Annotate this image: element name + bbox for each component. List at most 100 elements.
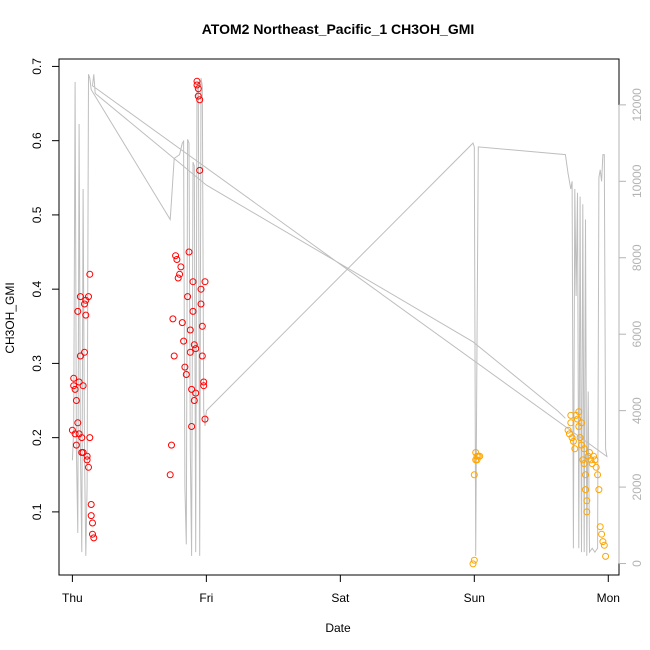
data-point-series-2 (578, 419, 585, 427)
points-group (68, 77, 610, 568)
data-point-series-1 (196, 166, 204, 174)
data-point-series-1 (86, 270, 94, 278)
data-point-series-1 (75, 378, 83, 386)
data-point-series-1 (170, 352, 178, 360)
y-right-tick-label: 0 (630, 560, 644, 567)
data-point-series-2 (575, 408, 583, 416)
data-point-series-1 (177, 263, 185, 271)
x-tick-label: Mon (597, 591, 620, 605)
data-point-series-2 (594, 471, 602, 479)
data-point-series-1 (193, 77, 201, 85)
data-point-series-1 (172, 252, 180, 260)
data-point-series-2 (583, 508, 591, 516)
data-point-series-1 (70, 374, 78, 382)
y-tick-label: 0.6 (30, 132, 44, 149)
data-point-series-1 (90, 534, 98, 542)
data-point-series-2 (590, 452, 597, 460)
data-point-series-1 (198, 352, 206, 360)
data-point-series-1 (72, 397, 80, 404)
y-tick-label: 0.3 (30, 355, 44, 372)
data-point-series-1 (201, 278, 209, 286)
data-point-series-1 (189, 278, 197, 286)
y-axis-left: 0.1 0.2 0.3 0.4 0.5 0.6 0.7 (30, 58, 59, 520)
data-point-series-1 (196, 96, 204, 104)
data-point-series-2 (583, 497, 591, 505)
data-point-series-2 (564, 426, 572, 434)
data-point-series-1 (173, 256, 181, 263)
data-point-series-2 (596, 523, 604, 531)
data-point-series-1 (192, 345, 200, 353)
data-point-series-1 (74, 307, 82, 315)
y-right-tick-label: 2000 (630, 473, 644, 500)
data-point-series-1 (87, 512, 95, 520)
data-point-series-2 (599, 538, 607, 546)
data-point-series-2 (600, 541, 608, 549)
data-point-series-1 (79, 449, 87, 456)
data-point-series-1 (71, 385, 79, 393)
data-point-series-2 (568, 434, 576, 442)
data-point-series-1 (181, 363, 189, 371)
y-tick-label: 0.2 (30, 429, 44, 446)
data-point-series-1 (83, 456, 91, 464)
y-axis-label: CH3OH_GMI (3, 282, 17, 353)
y-tick-label: 0.7 (30, 58, 44, 75)
data-point-series-2 (592, 463, 600, 471)
y-right-tick-label: 8000 (630, 244, 644, 271)
x-axis: Thu Fri Sat Sun Mon (62, 574, 620, 605)
data-point-series-1 (188, 423, 196, 430)
data-point-series-1 (176, 270, 184, 278)
data-point-series-2 (591, 456, 599, 464)
data-point-series-2 (567, 419, 575, 427)
data-point-series-2 (602, 552, 610, 560)
x-axis-label: Date (325, 621, 351, 635)
y-right-tick-label: 12000 (630, 88, 644, 122)
data-point-series-2 (580, 445, 588, 453)
data-point-series-2 (476, 452, 484, 460)
data-point-series-1 (85, 293, 92, 301)
data-point-series-1 (185, 248, 193, 256)
data-point-series-1 (79, 382, 87, 390)
data-point-series-1 (78, 434, 86, 442)
altitude-line-group (71, 74, 608, 556)
data-point-series-1 (190, 397, 198, 404)
data-point-series-1 (174, 274, 182, 282)
data-point-series-1 (192, 389, 200, 397)
data-point-series-2 (595, 486, 603, 494)
data-point-series-1 (86, 434, 94, 442)
data-point-series-1 (168, 441, 175, 449)
data-point-series-1 (180, 337, 188, 345)
data-point-series-2 (579, 456, 587, 464)
y-tick-label: 0.1 (30, 503, 44, 520)
data-point-series-1 (82, 311, 90, 319)
data-point-series-2 (586, 449, 593, 456)
data-point-series-2 (580, 460, 588, 468)
data-point-series-1 (76, 352, 84, 360)
y-right-tick-label: 6000 (630, 321, 644, 348)
y-axis-right: 0 2000 4000 6000 8000 10000 12000 (618, 88, 644, 567)
data-point-series-1 (190, 341, 198, 349)
data-point-series-1 (70, 382, 78, 390)
data-point-series-1 (89, 530, 96, 538)
data-point-series-1 (81, 348, 88, 356)
data-point-series-1 (193, 81, 201, 89)
data-point-series-1 (72, 441, 80, 449)
data-point-series-2 (470, 471, 478, 479)
data-point-series-1 (166, 471, 174, 479)
chart-title: ATOM2 Northeast_Pacific_1 CH3OH_GMI (202, 21, 475, 37)
data-point-series-1 (71, 430, 79, 438)
altitude-line (71, 74, 608, 556)
x-tick-label: Fri (199, 591, 213, 605)
data-point-series-2 (571, 445, 579, 453)
data-point-series-1 (178, 319, 186, 327)
y-tick-label: 0.5 (30, 206, 44, 223)
data-point-series-1 (87, 501, 95, 508)
data-point-series-1 (194, 85, 202, 93)
data-point-series-1 (197, 285, 205, 293)
data-point-series-2 (598, 530, 606, 538)
data-point-series-2 (576, 434, 584, 442)
y-right-tick-label: 4000 (630, 397, 644, 424)
data-point-series-1 (200, 378, 208, 386)
data-point-series-2 (582, 486, 589, 494)
data-point-series-1 (201, 415, 209, 423)
data-point-series-2 (582, 471, 589, 479)
